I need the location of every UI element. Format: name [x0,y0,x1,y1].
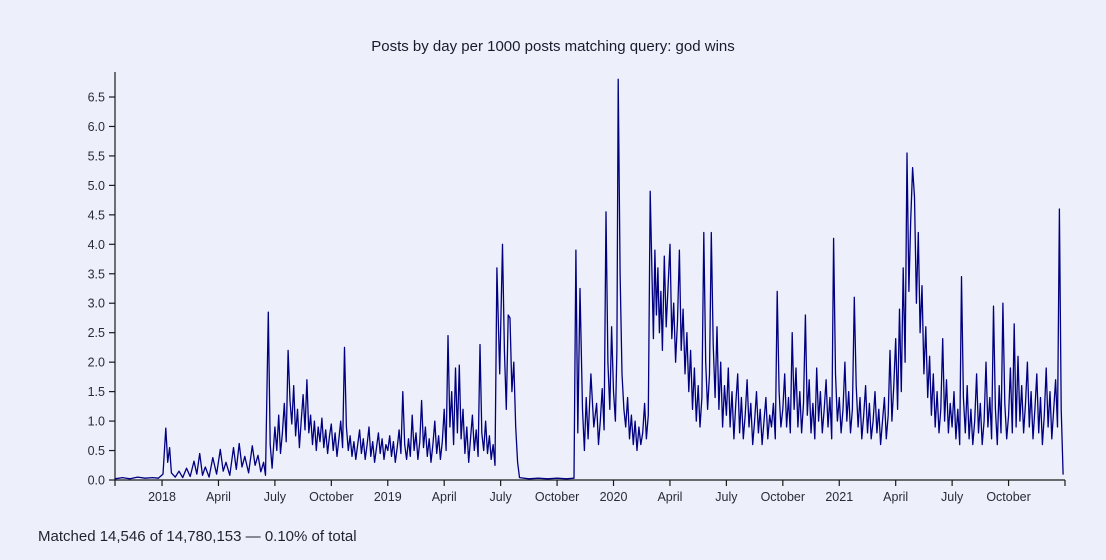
y-tick-label: 2.0 [88,356,105,370]
y-tick-label: 5.0 [88,179,105,193]
x-tick-label: July [941,490,964,504]
y-tick-label: 1.0 [88,415,105,429]
x-tick-label: October [761,490,805,504]
x-tick-label: October [309,490,353,504]
y-tick-label: 0.5 [88,444,105,458]
x-tick-label: July [490,490,513,504]
x-tick-label: April [206,490,231,504]
y-tick-label: 0.0 [88,474,105,488]
x-tick-label: April [432,490,457,504]
chart-title: Posts by day per 1000 posts matching que… [371,38,735,55]
y-tick-label: 4.5 [88,208,105,222]
x-tick-label: 2019 [374,490,402,504]
y-tick-label: 6.5 [88,91,105,105]
y-tick-label: 5.5 [88,149,105,163]
x-tick-label: October [986,490,1030,504]
y-tick-label: 4.0 [88,238,105,252]
y-tick-label: 3.5 [88,267,105,281]
series-line [114,78,1064,480]
x-tick-label: July [264,490,287,504]
x-tick-label: July [715,490,738,504]
x-tick-label: 2021 [825,490,853,504]
match-status: Matched 14,546 of 14,780,153 — 0.10% of … [38,528,357,545]
y-tick-label: 1.5 [88,385,105,399]
y-tick-label: 6.0 [88,120,105,134]
y-tick-label: 3.0 [88,297,105,311]
x-tick-label: 2020 [600,490,628,504]
y-tick-label: 2.5 [88,326,105,340]
x-tick-label: 2018 [148,490,176,504]
x-tick-label: October [535,490,579,504]
x-tick-label: April [657,490,682,504]
x-tick-label: April [883,490,908,504]
